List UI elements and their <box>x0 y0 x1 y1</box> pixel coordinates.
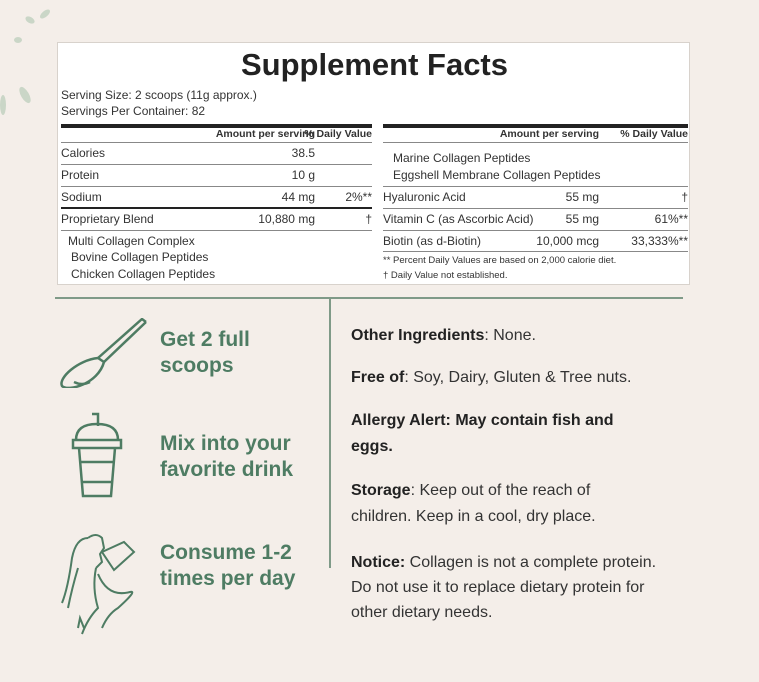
allergy-alert: Allergy Alert: May contain fish and eggs. <box>351 412 614 455</box>
supplement-facts-panel: Supplement Facts Serving Size: 2 scoops … <box>57 42 690 285</box>
row-amount: 44 mg <box>281 190 315 204</box>
leaf-decoration-icon <box>0 9 50 115</box>
storage: Storage: Keep out of the reach of childre… <box>351 482 596 525</box>
right-header-amount: Amount per serving <box>499 128 599 140</box>
section-divider <box>55 297 683 299</box>
row-amount: 10,880 mg <box>258 212 315 226</box>
row-dv: † <box>681 190 688 204</box>
row-dv: 2%** <box>345 190 372 204</box>
row-name: Vitamin C (as Ascorbic Acid) <box>383 212 534 226</box>
step-1-line-2: scoops <box>160 354 234 377</box>
sub-item: Eggshell Membrane Collagen Peptides <box>393 168 601 182</box>
row-name: Protein <box>61 168 100 182</box>
row-dv: 61%** <box>654 212 688 226</box>
other-ingredients: Other Ingredients: None. <box>351 327 536 344</box>
footnote: † Daily Value not established. <box>383 270 508 281</box>
row-amount: 10 g <box>291 168 315 182</box>
left-header-amount: Amount per serving <box>215 128 315 140</box>
notice: Notice: Collagen is not a complete prote… <box>351 554 657 621</box>
serving-size: Serving Size: 2 scoops (11g approx.) <box>61 88 257 102</box>
drink-cup-icon <box>71 412 123 498</box>
step-2-line-2: favorite drink <box>160 458 294 481</box>
row-amount: 55 mg <box>565 190 599 204</box>
row-dv: † <box>365 212 372 226</box>
step-1-line-1: Get 2 full <box>160 328 250 351</box>
row-name: Hyaluronic Acid <box>383 190 466 204</box>
row-amount: 10,000 mcg <box>536 234 599 248</box>
step-3-line-2: times per day <box>160 567 296 590</box>
scoop-icon <box>60 318 147 388</box>
footnote: ** Percent Daily Values are based on 2,0… <box>383 255 617 266</box>
row-name: Calories <box>61 146 106 160</box>
sub-item: Bovine Collagen Peptides <box>71 250 209 264</box>
step-3-line-1: Consume 1-2 <box>160 541 292 564</box>
row-name: Sodium <box>61 190 102 204</box>
left-header-dv: % Daily Value <box>304 128 372 140</box>
right-header-dv: % Daily Value <box>620 128 688 140</box>
woman-drinking-icon <box>61 534 136 635</box>
row-dv: 33,333%** <box>631 234 688 248</box>
step-2-line-1: Mix into your <box>160 432 291 455</box>
free-of: Free of: Soy, Dairy, Gluten & Tree nuts. <box>351 369 632 386</box>
row-name: Biotin (as d-Biotin) <box>383 234 482 248</box>
row-amount: 38.5 <box>291 146 315 160</box>
panel-title: Supplement Facts <box>241 47 508 82</box>
sub-item: Chicken Collagen Peptides <box>71 267 216 281</box>
servings-per-container: Servings Per Container: 82 <box>61 104 206 118</box>
row-name: Proprietary Blend <box>61 212 154 226</box>
column-divider <box>329 298 331 568</box>
sub-item: Multi Collagen Complex <box>68 234 195 248</box>
row-amount: 55 mg <box>565 212 599 226</box>
sub-item: Marine Collagen Peptides <box>393 151 531 165</box>
